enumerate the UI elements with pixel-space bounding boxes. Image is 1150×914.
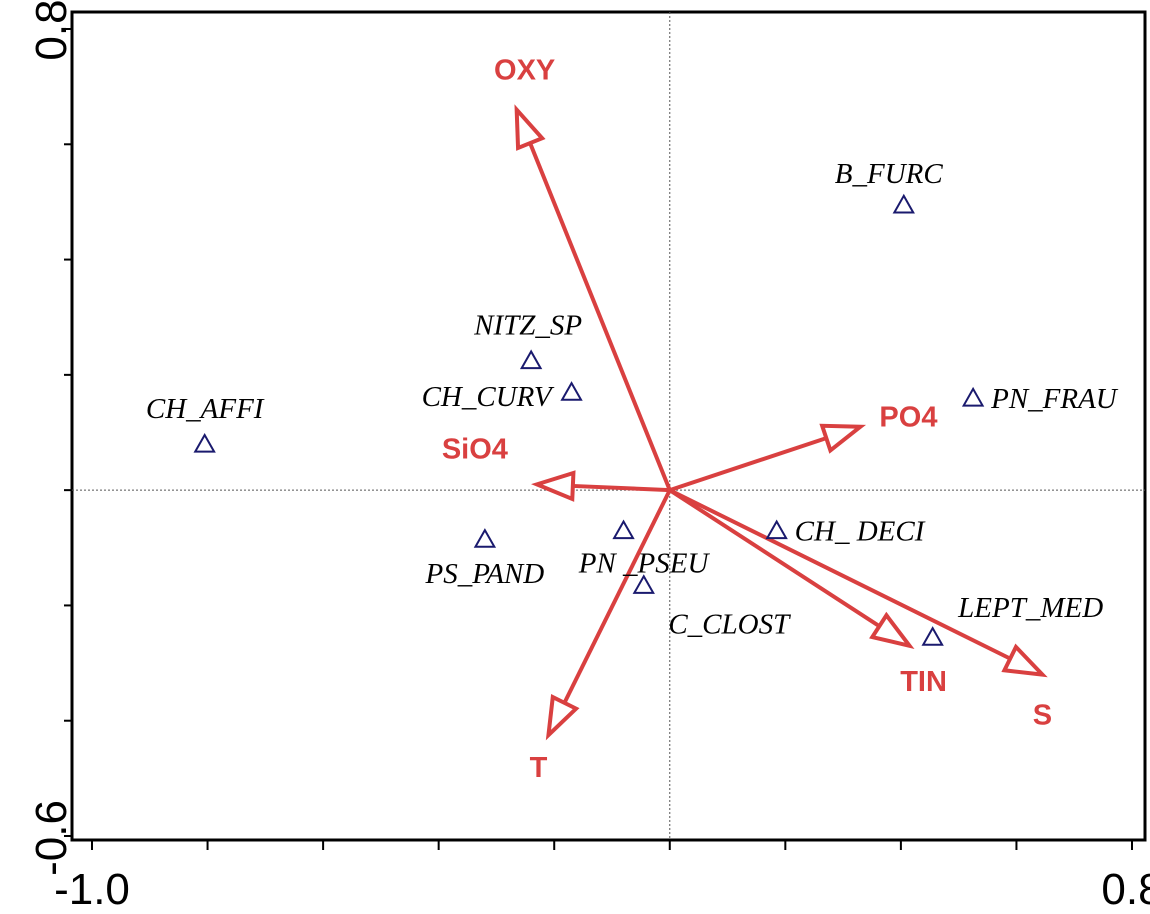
- triangle-marker-icon: [473, 528, 497, 548]
- vector-shaft: [528, 142, 672, 491]
- triangle-marker-icon: [519, 349, 543, 370]
- y-axis-ticks: [64, 28, 72, 837]
- y-tick-label-min: -0.6: [27, 800, 76, 876]
- vector-arrowhead: [819, 423, 867, 454]
- species-label: C_CLOST: [668, 608, 791, 640]
- species-nitz_sp: NITZ_SP: [473, 309, 582, 370]
- plot-frame: [70, 10, 1147, 842]
- vector-label: OXY: [494, 55, 555, 87]
- triangle-marker-icon: [961, 386, 985, 407]
- species-label: LEPT_MED: [957, 592, 1103, 624]
- triangle-marker-icon: [193, 433, 216, 453]
- triangle-marker-icon: [892, 193, 915, 214]
- x-tick-label-min: -1.0: [54, 865, 130, 914]
- x-axis-ticks: [91, 840, 1133, 850]
- vector-sio4: SiO4: [442, 433, 670, 502]
- species-label: PS_PAND: [425, 558, 545, 590]
- vector-shaft: [669, 436, 827, 493]
- vector-label: PO4: [879, 402, 937, 434]
- species-ch_deci: CH_ DECI: [765, 515, 926, 547]
- species-pn_pseu: PN _PSEU: [578, 519, 711, 579]
- triangle-marker-icon: [560, 381, 583, 401]
- vector-t: T: [530, 489, 672, 784]
- vector-shaft: [572, 483, 670, 493]
- triangle-marker-icon: [921, 626, 944, 646]
- vector-arrowhead: [531, 470, 576, 502]
- vector-arrowhead: [545, 694, 580, 741]
- species-ps_pand: PS_PAND: [425, 528, 545, 590]
- vector-arrowhead: [1001, 643, 1048, 678]
- species-ch_curv: CH_CURV: [422, 381, 583, 413]
- y-tick-label-max: 0.8: [27, 0, 76, 61]
- environment-vectors: OXY PO4 SiO4 T TIN S: [442, 55, 1052, 784]
- vector-po4: PO4: [669, 402, 937, 493]
- vector-arrowhead: [869, 611, 915, 649]
- vector-label: S: [1033, 700, 1052, 732]
- vector-label: TIN: [900, 666, 947, 698]
- x-tick-label-max: 0.8: [1101, 865, 1150, 914]
- species-b_furc: B_FURC: [835, 158, 944, 214]
- triangle-marker-icon: [632, 574, 655, 594]
- vector-label: T: [530, 752, 548, 784]
- triangle-marker-icon: [612, 519, 635, 540]
- species-label: NITZ_SP: [473, 309, 582, 341]
- species-points: B_FURC NITZ_SP CH_CURV PN_FRAU CH_AFFI PS_PAN…: [146, 158, 1119, 646]
- vector-tin: TIN: [668, 488, 947, 698]
- vector-s: S: [668, 488, 1052, 732]
- vector-shaft: [668, 488, 881, 628]
- vector-oxy: OXY: [494, 55, 672, 491]
- vector-shaft: [562, 489, 672, 704]
- species-lept_med: LEPT_MED: [921, 592, 1103, 646]
- species-c_clost: C_CLOST: [632, 574, 791, 640]
- species-label: B_FURC: [835, 158, 944, 190]
- vector-shaft: [668, 488, 1012, 661]
- species-label: PN_FRAU: [990, 383, 1119, 415]
- species-label: CH_AFFI: [146, 393, 265, 425]
- species-label: PN _PSEU: [578, 547, 711, 579]
- triangle-marker-icon: [765, 519, 788, 540]
- species-ch_affi: CH_AFFI: [146, 393, 265, 453]
- vector-label: SiO4: [442, 433, 508, 465]
- species-label: CH_ DECI: [795, 515, 926, 547]
- vector-arrowhead: [514, 104, 546, 151]
- species-label: CH_CURV: [422, 381, 555, 413]
- species-pn_frau: PN_FRAU: [961, 383, 1119, 415]
